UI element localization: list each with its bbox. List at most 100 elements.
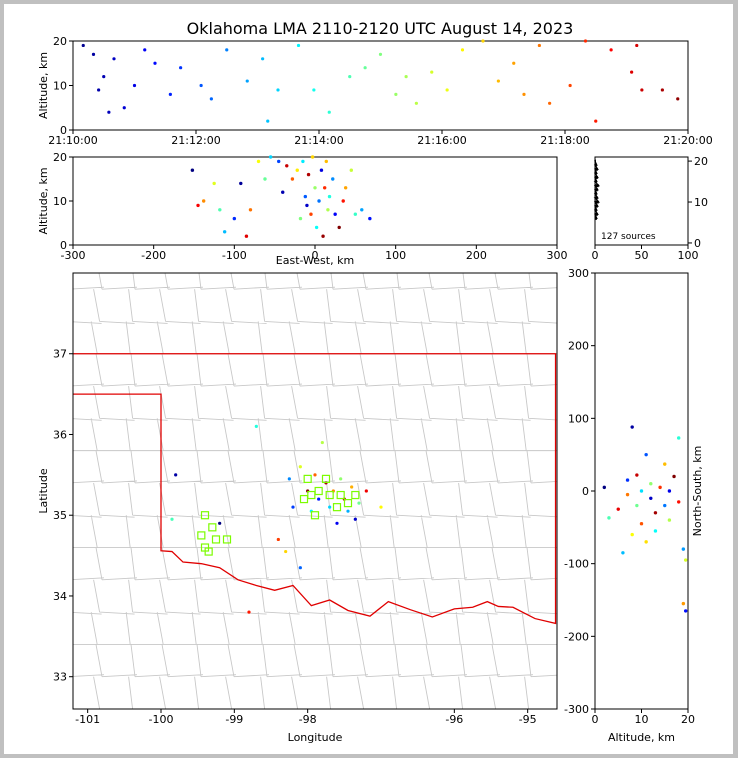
histogram-bar	[595, 192, 597, 196]
x-tick-label: 50	[635, 249, 649, 262]
source-point	[333, 212, 337, 216]
source-point	[663, 503, 667, 508]
source-point	[621, 551, 625, 555]
source-point	[649, 482, 653, 486]
histogram-bar	[595, 208, 597, 212]
source-point	[321, 234, 325, 238]
source-point	[261, 57, 265, 61]
source-point	[263, 177, 267, 181]
source-point	[607, 516, 611, 520]
source-point	[218, 521, 222, 525]
source-point	[81, 43, 85, 48]
source-point	[496, 79, 500, 83]
source-point	[445, 88, 449, 92]
source-point	[112, 57, 116, 61]
source-point	[317, 497, 321, 501]
source-point	[287, 477, 291, 481]
x-tick-label: 300	[547, 249, 568, 262]
source-point	[363, 66, 367, 70]
source-point	[357, 501, 361, 505]
source-point	[212, 181, 216, 186]
source-point	[303, 194, 308, 199]
source-point	[222, 230, 227, 234]
panel-northsouth-altitude: 0 10 20 -300 -200 -100 0 100 200 300 Altitude, km N…	[564, 267, 704, 744]
x-tick-label: 200	[466, 249, 487, 262]
source-point	[174, 473, 178, 477]
source-point	[683, 558, 688, 562]
source-point	[339, 477, 343, 481]
source-point	[314, 225, 319, 230]
x-tick-label: 21:12:00	[171, 134, 220, 147]
panel-frame	[72, 156, 558, 246]
source-point	[326, 208, 330, 212]
lma-station-marker	[299, 494, 309, 504]
histogram-bar	[595, 159, 596, 163]
y-tick-label: 100	[568, 412, 589, 425]
x-tick-label: 21:18:00	[540, 134, 589, 147]
lma-station-marker	[321, 474, 331, 483]
histogram-bar	[595, 216, 597, 220]
source-point	[322, 186, 327, 190]
source-point	[331, 177, 335, 181]
source-point	[630, 70, 634, 74]
source-point	[430, 70, 434, 74]
source-point	[313, 473, 317, 477]
source-point	[460, 48, 465, 52]
source-point	[635, 503, 639, 508]
lma-station-marker	[336, 490, 345, 500]
source-point	[625, 492, 630, 497]
source-point	[298, 216, 303, 221]
source-point	[364, 489, 368, 493]
lma-station-marker	[200, 511, 210, 520]
source-point	[349, 168, 353, 172]
source-point	[256, 159, 261, 164]
source-point	[378, 52, 383, 56]
y-tick-label: 10	[53, 80, 67, 93]
y-tick-label: 0	[60, 239, 67, 252]
source-point	[276, 88, 280, 92]
source-point	[107, 110, 111, 114]
source-point	[312, 88, 316, 92]
source-point	[676, 97, 680, 101]
lma-station-marker	[310, 511, 320, 520]
source-point	[317, 199, 321, 203]
source-point	[653, 529, 658, 533]
source-point	[404, 75, 408, 79]
source-point	[341, 199, 345, 203]
source-point	[168, 92, 172, 96]
lma-station-marker	[314, 486, 323, 496]
y-axis-label: Latitude	[37, 468, 50, 514]
source-point	[309, 212, 313, 216]
source-point	[319, 168, 324, 172]
source-point	[199, 83, 203, 88]
lma-station-marker	[211, 535, 221, 544]
source-point	[239, 181, 243, 186]
x-tick-label: -99	[225, 713, 243, 726]
y-tick-label: -100	[564, 558, 589, 571]
figure-title: Oklahoma LMA 2110-2120 UTC August 14, 20…	[187, 19, 574, 38]
y-axis-label: North-South, km	[691, 446, 704, 537]
source-point	[568, 83, 572, 88]
x-tick-label: 0	[592, 249, 599, 262]
source-point	[170, 517, 174, 521]
histogram-bar	[595, 196, 598, 200]
histogram-bar	[595, 167, 598, 171]
source-point	[663, 462, 667, 466]
source-point	[630, 532, 634, 537]
source-point	[284, 549, 288, 554]
histogram-bar	[595, 180, 597, 184]
source-point	[625, 478, 630, 482]
source-point	[667, 489, 672, 493]
lma-station-marker	[332, 503, 342, 512]
source-point	[201, 199, 206, 203]
source-point	[143, 48, 147, 52]
source-point	[248, 208, 253, 212]
x-axis-label: Altitude, km	[608, 731, 675, 744]
source-point	[296, 43, 301, 48]
source-point	[346, 509, 350, 513]
source-point	[681, 601, 686, 606]
source-point	[635, 473, 639, 477]
source-point	[609, 48, 613, 52]
lma-station-marker	[325, 490, 334, 500]
source-point	[298, 465, 302, 469]
